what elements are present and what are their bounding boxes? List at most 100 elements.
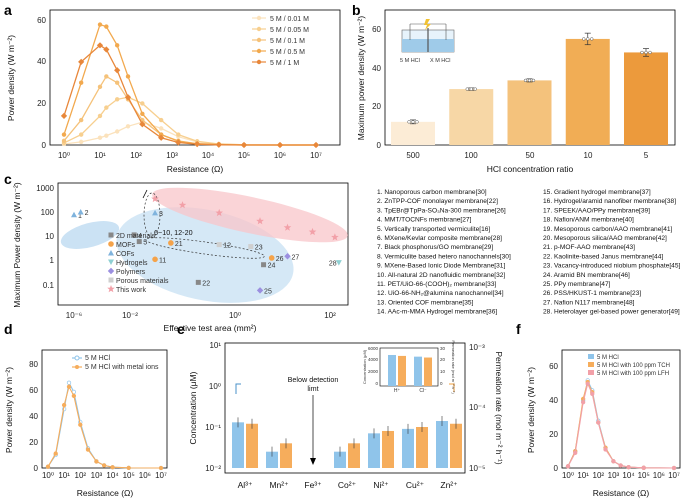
inset-ytick: 6000	[368, 346, 379, 351]
data-point	[240, 141, 248, 149]
chart-c-xlabel: Effective test area (mm²)	[164, 323, 257, 333]
data-point	[590, 391, 595, 396]
reference-item: 13. Oriented COF membrane[35]	[377, 299, 474, 306]
data-point	[104, 24, 109, 29]
legend-marker	[256, 59, 262, 65]
reference-list: 1. Nanoporous carbon membrane[30] 2. ZnTP…	[377, 189, 681, 316]
chart-f-xlabel: Resistance (Ω)	[593, 488, 650, 498]
point-label: 12	[223, 243, 231, 250]
data-point	[125, 74, 131, 79]
xtick: 10⁶	[139, 471, 151, 480]
data-point	[71, 211, 77, 218]
data-point	[97, 135, 103, 140]
this-work-region	[152, 187, 348, 243]
chart-d-legend: 5 M HCl 5 M HCl with metal ions	[72, 355, 159, 371]
reference-item: 4. MMT/TOCNFs membrane[27]	[377, 217, 472, 224]
chart-a-marks	[60, 22, 320, 149]
data-point	[139, 121, 146, 128]
data-point	[158, 132, 164, 137]
bar	[382, 430, 394, 468]
bar	[507, 80, 552, 145]
inset-bar	[414, 356, 422, 386]
inset-bar	[388, 354, 396, 386]
chart-c-legend-entry: Polymers	[116, 269, 146, 276]
chart-f-ytick: 40	[549, 396, 558, 405]
reference-item: 26. PSS/HKUST-1 membrane[23]	[543, 290, 641, 297]
inset-ytick: 2000	[368, 369, 379, 374]
chart-d-marks	[45, 380, 164, 471]
data-point	[158, 126, 164, 131]
replicate-point	[411, 120, 415, 124]
point-label: 1	[78, 213, 82, 220]
chart-d-frame	[41, 349, 168, 469]
data-point	[101, 463, 107, 468]
data-point	[565, 464, 571, 469]
bar	[348, 443, 360, 468]
data-point	[126, 465, 131, 471]
chart-d-ytick: 60	[29, 386, 38, 395]
chart-f-ylabel: Power density (W m⁻²)	[526, 367, 536, 453]
bar	[391, 121, 435, 145]
data-point	[256, 287, 264, 294]
data-point	[61, 402, 67, 408]
data-point	[78, 117, 84, 123]
chart-a-xtick: 10⁶	[274, 151, 286, 160]
data-point	[136, 239, 142, 245]
chart-a-legend-marks	[252, 15, 266, 65]
chart-e-ytick: 10⁰	[209, 382, 221, 391]
this-work-point	[178, 201, 187, 209]
chart-b-xtick: 10	[584, 151, 593, 160]
chart-c-ytick: 1	[50, 256, 55, 265]
data-point	[284, 253, 291, 260]
chart-c-ytick: 0.1	[43, 281, 55, 290]
data-point	[114, 129, 120, 134]
chart-d-ytick: 80	[29, 360, 38, 369]
data-point	[45, 464, 51, 469]
data-point	[114, 80, 120, 85]
data-point	[114, 67, 121, 74]
reference-item: 6. MXene/Kevlar composite membrane[28]	[377, 235, 502, 242]
xtick: 10⁶	[653, 471, 665, 480]
reference-item: 23. Vacancy-introduced niobium phosphate…	[543, 263, 681, 270]
inset-ytick: 4000	[368, 357, 379, 362]
reference-item: 27. Nafion N117 membrane[48]	[543, 299, 635, 306]
this-work-point	[308, 227, 317, 236]
chart-a-xlabel: Resistance (Ω)	[167, 164, 224, 174]
this-work-point	[331, 233, 339, 241]
xtick: 10³	[608, 471, 620, 480]
data-point	[97, 22, 103, 27]
chart-a-legend-entry: 5 M / 1 M	[270, 60, 299, 67]
data-point	[175, 139, 182, 146]
xtick: 10⁷	[155, 471, 167, 480]
chart-a-xtick: 10¹	[94, 151, 106, 160]
bar	[266, 451, 278, 468]
replicate-point	[523, 78, 528, 83]
data-point	[66, 380, 72, 385]
xtick: 10⁵	[638, 471, 650, 480]
data-point	[78, 132, 84, 137]
chart-a-legend: 5 M / 0.01 M 5 M / 0.05 M 5 M / 0.1 M 5 …	[252, 15, 309, 67]
bar	[280, 443, 292, 468]
chart-e-xtick: Al³⁺	[238, 480, 253, 490]
panel-label-f: f	[516, 321, 521, 337]
chart-d-xlabel: Resistance (Ω)	[77, 488, 134, 498]
inset-y2tick: 30	[440, 346, 446, 351]
bar	[232, 422, 244, 468]
replicate-point	[590, 37, 594, 41]
legend-marker	[108, 277, 114, 283]
chart-b-marks	[391, 32, 668, 145]
detection-arrowhead	[310, 458, 316, 465]
chart-a-ytick: 20	[37, 99, 46, 108]
chart-b-xlabel: HCl concentration ratio	[487, 164, 574, 174]
point-label: 21	[175, 241, 183, 248]
series-line	[47, 385, 162, 469]
data-point	[71, 393, 77, 399]
legend-marker	[108, 259, 114, 265]
chart-c-ytick: 10	[45, 232, 54, 241]
inset-ytick: 0	[375, 381, 378, 386]
data-point	[603, 447, 608, 452]
replicate-point	[465, 87, 469, 91]
data-point	[131, 232, 137, 238]
chart-a-legend-entry: 5 M / 0.05 M	[270, 27, 309, 34]
chart-e-marks	[232, 416, 462, 468]
